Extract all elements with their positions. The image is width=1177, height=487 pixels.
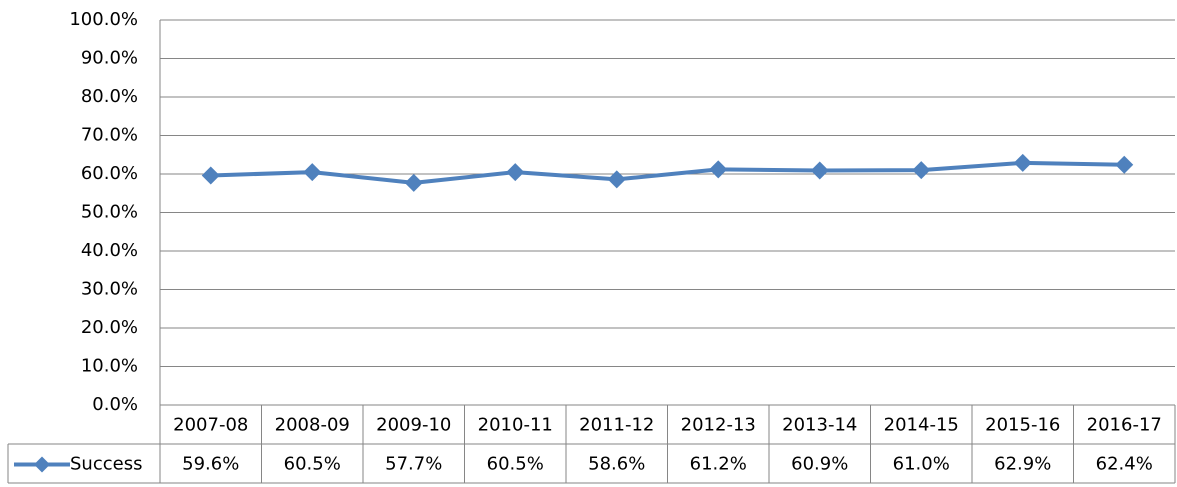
marker <box>1115 155 1134 174</box>
table-value: 60.9% <box>791 454 848 475</box>
x-tick-label: 2014-15 <box>884 415 959 436</box>
table-value: 61.0% <box>893 454 950 475</box>
y-tick-label: 20.0% <box>81 317 138 338</box>
x-tick-label: 2016-17 <box>1087 415 1162 436</box>
x-tick-label: 2010-11 <box>478 415 553 436</box>
x-tick-label: 2008-09 <box>275 415 350 436</box>
marker <box>912 161 931 180</box>
y-tick-label: 40.0% <box>81 240 138 261</box>
y-tick-label: 0.0% <box>92 394 138 415</box>
marker <box>709 160 728 179</box>
table-value: 59.6% <box>182 454 239 475</box>
x-tick-label: 2012-13 <box>681 415 756 436</box>
marker <box>607 170 626 189</box>
marker <box>506 163 525 182</box>
y-tick-label: 90.0% <box>81 48 138 69</box>
marker <box>810 161 829 180</box>
table-value: 60.5% <box>284 454 341 475</box>
marker <box>303 163 322 182</box>
x-tick-label: 2011-12 <box>579 415 654 436</box>
x-tick-label: 2009-10 <box>376 415 451 436</box>
y-tick-label: 60.0% <box>81 163 138 184</box>
legend-marker <box>34 456 50 473</box>
series-line <box>210 160 1125 185</box>
y-tick-label: 70.0% <box>81 125 138 146</box>
y-tick-label: 30.0% <box>81 279 138 300</box>
table-value: 61.2% <box>690 454 747 475</box>
table-value: 57.7% <box>385 454 442 475</box>
x-tick-label: 2007-08 <box>173 415 248 436</box>
table-value: 62.9% <box>994 454 1051 475</box>
marker <box>404 173 423 192</box>
marker <box>201 166 220 185</box>
x-tick-label: 2013-14 <box>782 415 857 436</box>
y-tick-label: 80.0% <box>81 86 138 107</box>
table-value: 58.6% <box>588 454 645 475</box>
y-tick-label: 100.0% <box>69 9 138 30</box>
y-tick-label: 50.0% <box>81 202 138 223</box>
table-value: 62.4% <box>1096 454 1153 475</box>
table-value: 60.5% <box>487 454 544 475</box>
x-tick-label: 2015-16 <box>985 415 1060 436</box>
marker <box>1013 153 1032 172</box>
y-tick-label: 10.0% <box>81 356 138 377</box>
legend-label: Success <box>70 454 142 475</box>
